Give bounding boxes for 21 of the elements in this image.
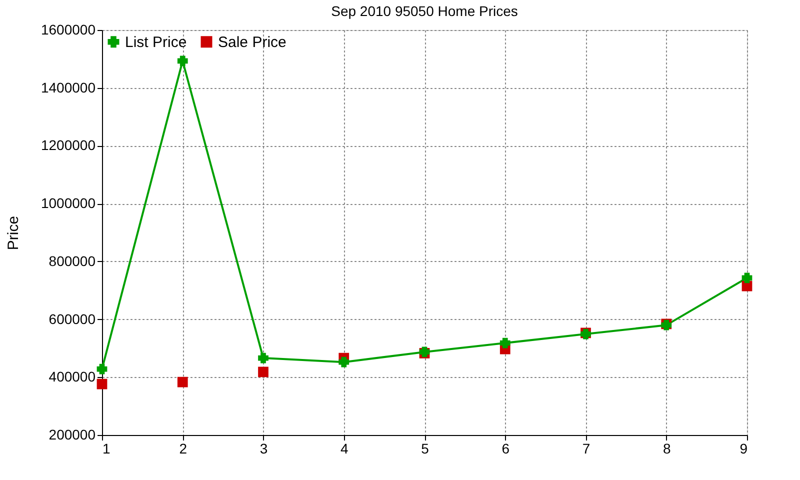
x-tick-label: 4 — [340, 440, 348, 456]
chart-title: Sep 2010 95050 Home Prices — [331, 3, 518, 19]
x-tick-label: 2 — [179, 440, 188, 456]
x-tick-label: 1 — [102, 440, 110, 456]
x-tick-label: 9 — [740, 440, 748, 456]
y-tick-label: 1000000 — [40, 195, 96, 212]
x-tick-label: 5 — [421, 440, 430, 456]
x-tick-label: 3 — [260, 440, 268, 456]
legend-label: Sale Price — [218, 34, 286, 51]
x-tick-label: 7 — [582, 440, 590, 456]
y-tick-label: 1400000 — [40, 79, 96, 96]
y-tick-label: 800000 — [48, 252, 96, 269]
y-axis-title: Price — [4, 216, 22, 250]
y-tick-label: 600000 — [48, 310, 96, 327]
x-tick-label: 6 — [502, 440, 510, 456]
y-tick-label: 200000 — [48, 426, 96, 442]
y-tick-label: 1600000 — [40, 22, 96, 38]
y-tick-label: 1200000 — [40, 137, 96, 154]
y-tick-label: 400000 — [48, 368, 96, 385]
legend-label: List Price — [125, 34, 187, 51]
x-tick-label: 8 — [662, 440, 671, 456]
